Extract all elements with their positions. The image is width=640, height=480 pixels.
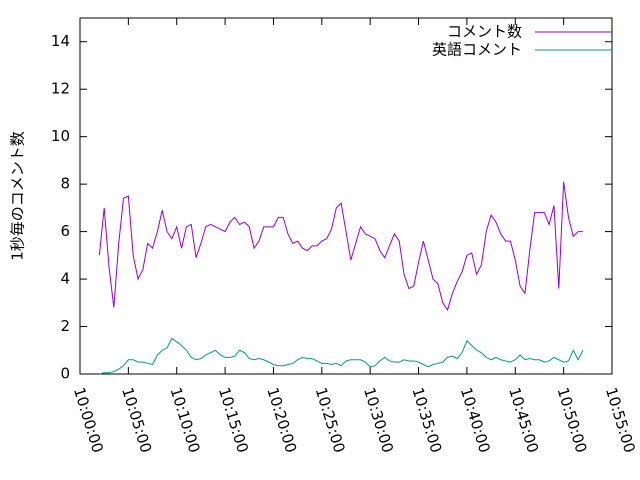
x-tick-label: 10:55:00	[602, 385, 639, 455]
plot-frame	[79, 17, 613, 375]
y-tick-label: 8	[60, 175, 70, 193]
x-tick-label: 10:15:00	[215, 385, 252, 455]
x-tick-label: 10:30:00	[360, 385, 397, 455]
x-tick-label: 10:45:00	[505, 385, 542, 455]
legend-label: 英語コメント	[432, 41, 522, 59]
y-tick-label: 12	[51, 80, 70, 98]
x-tick-label: 10:00:00	[70, 385, 107, 455]
x-tick-label: 10:05:00	[118, 385, 155, 455]
y-tick-label: 0	[60, 365, 70, 383]
x-tick-label: 10:25:00	[312, 385, 349, 455]
series-line	[98, 181, 583, 312]
x-tick-label: 10:20:00	[263, 385, 300, 455]
y-tick-label: 14	[51, 32, 70, 50]
series-line	[99, 337, 584, 375]
y-axis-label: 1秒毎のコメント数	[9, 131, 27, 261]
legend-label: コメント数	[447, 23, 522, 41]
y-tick-label: 2	[60, 317, 70, 335]
y-tick-label: 10	[51, 127, 70, 145]
x-tick-label: 10:35:00	[408, 385, 445, 455]
y-tick-label: 4	[60, 270, 70, 288]
x-tick-label: 10:40:00	[457, 385, 494, 455]
y-tick-label: 6	[60, 222, 70, 240]
x-tick-label: 10:50:00	[554, 385, 591, 455]
x-tick-label: 10:10:00	[167, 385, 204, 455]
